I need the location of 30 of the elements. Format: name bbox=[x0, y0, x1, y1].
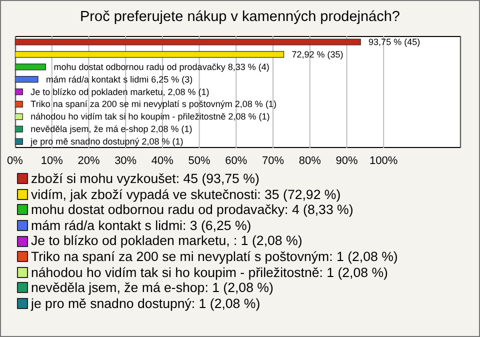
data-label: 93,75 % (45) bbox=[368, 37, 420, 47]
data-label: je pro mě snadno dostupný 2,08 % (1) bbox=[30, 136, 184, 147]
legend-label: nevěděla jsem, že má e-shop: 1 (2,08 %) bbox=[31, 280, 274, 296]
x-tick-label: 40% bbox=[151, 154, 174, 167]
x-tick-label: 50% bbox=[188, 154, 211, 167]
legend-label: Je to blízko od pokladen marketu, : 1 (2,08 %) bbox=[31, 233, 302, 249]
x-tick-label: 60% bbox=[225, 154, 248, 167]
x-tick-label: 90% bbox=[336, 154, 358, 167]
data-label: nevěděla jsem, že má e-shop 2,08 % (1) bbox=[30, 124, 192, 134]
x-tick-label: 0% bbox=[7, 154, 24, 167]
legend-label: mohu dostat odbornou radu od prodavačky: 4 (8,33 %) bbox=[31, 202, 354, 218]
x-tick-label: 10% bbox=[40, 154, 64, 167]
legend-label: vidím, jak zboží vypadá ve skutečnosti: 35 (72,92 %) bbox=[31, 186, 341, 202]
data-label: náhodou ho vidím tak si ho koupim - přiležitostně 2,08 % (1) bbox=[30, 112, 270, 122]
x-tick-label: 80% bbox=[298, 154, 322, 167]
data-label: mohu dostat odbornou radu od prodavačky 8,33 % (4) bbox=[54, 62, 270, 72]
x-tick-label: 100% bbox=[370, 154, 398, 167]
x-tick-label: 20% bbox=[78, 154, 100, 167]
legend-label: Triko na spaní za 200 se mi nevyplatí s poštovným: 1 (2,08 %) bbox=[31, 248, 398, 265]
data-label: mám rád/a kontakt s lidmi 6,25 % (3) bbox=[46, 74, 193, 84]
legend-label: náhodou ho vidím tak si ho koupim - přiležitostně: 1 (2,08 %) bbox=[31, 264, 388, 280]
data-label: Triko na spaní za 200 se mi nevyplatí s poštovným 2,08 % (1) bbox=[30, 99, 276, 110]
legend-label: zboží si mohu vyzkoušet: 45 (93,75 %) bbox=[31, 171, 260, 187]
x-tick-label: 70% bbox=[262, 154, 284, 167]
legend-label: je pro mě snadno dostupný: 1 (2,08 %) bbox=[31, 296, 260, 312]
data-label: 72,92 % (35) bbox=[292, 49, 344, 60]
data-label: Je to blízko od pokladen marketu, 2,08 % (1) bbox=[30, 86, 210, 97]
chart-title: Proč preferujete nákup v kamenných prodejnách? bbox=[79, 9, 401, 25]
x-tick-label: 30% bbox=[114, 154, 137, 167]
legend-label: mám rád/a kontakt s lidmi: 3 (6,25 %) bbox=[31, 218, 252, 234]
